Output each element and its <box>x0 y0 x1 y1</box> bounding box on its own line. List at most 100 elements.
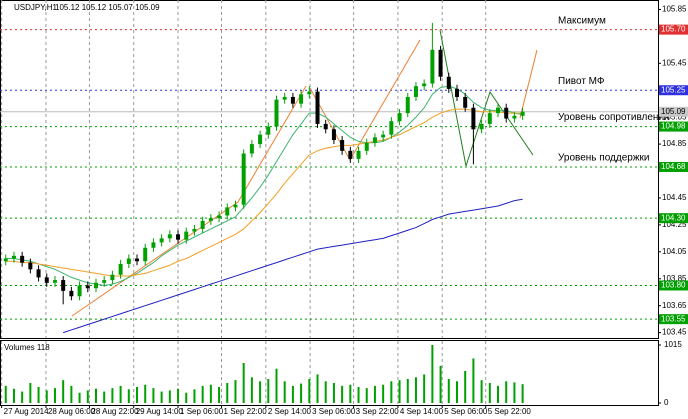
volume-bar <box>250 377 253 403</box>
volume-bar <box>62 380 65 403</box>
level-box <box>659 85 688 96</box>
candle-body <box>118 263 123 275</box>
x-tick-label: 29 Aug 14:00 <box>136 407 184 416</box>
level-box <box>659 280 688 291</box>
volume-bar <box>455 381 458 403</box>
level-text: Максимум <box>558 15 606 26</box>
candle-body <box>151 242 156 248</box>
level-price: 103.80 <box>661 281 686 290</box>
x-tick-label: 2 Sep 14:00 <box>268 407 312 416</box>
volume-bar <box>94 388 97 403</box>
candle-body <box>69 290 74 297</box>
volume-bar <box>332 383 335 403</box>
candle-body <box>167 234 172 239</box>
x-tick-label: 1 Sep 22:00 <box>224 407 268 416</box>
candle-body <box>446 76 451 89</box>
volume-bar <box>382 384 385 403</box>
volume-bar <box>218 387 221 403</box>
volume-bar <box>357 387 360 403</box>
candle-body <box>102 280 107 283</box>
candle-body <box>200 220 205 229</box>
level-text: Уровень поддержки <box>558 153 650 164</box>
candle-body <box>512 115 517 119</box>
candle-body <box>36 269 41 278</box>
candle-body <box>381 134 386 138</box>
candle-body <box>479 123 484 130</box>
volume-bar <box>45 390 48 403</box>
volume-bar <box>349 384 352 403</box>
candle-body <box>471 107 476 130</box>
volume-bar <box>177 388 180 403</box>
candle-body <box>11 255 16 259</box>
candle-body <box>487 113 492 124</box>
volume-bar <box>193 389 196 403</box>
candle-body <box>413 86 418 97</box>
x-tick-label: 5 Sep 06:00 <box>444 407 488 416</box>
x-tick-label: 28 Aug 22:00 <box>91 407 139 416</box>
candle-body <box>438 49 443 77</box>
candle-body <box>323 123 328 130</box>
candle-body <box>504 107 509 119</box>
volume-bar <box>447 379 450 403</box>
volume-bar <box>127 389 130 403</box>
volume-bar <box>497 385 500 403</box>
volume-bar <box>152 388 155 403</box>
volume-bar <box>398 380 401 403</box>
candle-body <box>315 91 320 124</box>
candle-body <box>356 150 361 159</box>
volume-bar <box>316 374 319 403</box>
candle-body <box>422 83 427 87</box>
volume-pane <box>0 340 659 406</box>
candle-body <box>61 280 66 291</box>
volume-bar <box>488 383 491 403</box>
volume-bar <box>119 385 122 403</box>
candle-body <box>135 258 140 262</box>
x-tick-label: 28 Aug 06:00 <box>48 407 96 416</box>
volume-title: Volumes 118 <box>4 343 50 352</box>
candle-body <box>3 258 8 262</box>
candle-body <box>463 96 468 108</box>
x-tick-label: 4 Sep 14:00 <box>400 407 444 416</box>
candle-body <box>176 234 181 240</box>
volume-bar <box>480 380 483 403</box>
candle-body <box>389 121 394 135</box>
candle-body <box>217 215 222 219</box>
x-tick-label: 1 Sep 06:00 <box>180 407 224 416</box>
volume-bar <box>53 388 56 403</box>
x-tick-label: 27 Aug 2014 <box>4 407 49 416</box>
candle-body <box>454 88 459 97</box>
level-price: 105.70 <box>661 25 686 34</box>
candle-body <box>52 280 57 283</box>
x-tick-label: 5 Sep 22:00 <box>488 407 532 416</box>
x-tick-label: 3 Sep 06:00 <box>312 407 356 416</box>
level-text: Пивот МФ <box>558 76 605 87</box>
y-tick-label: 104.85 <box>662 139 687 148</box>
candle-body <box>192 228 197 232</box>
y-tick-label: 103.85 <box>662 274 687 283</box>
y-tick-label: 104.05 <box>662 247 687 256</box>
volume-bar <box>472 358 475 403</box>
volume-bar <box>431 345 434 403</box>
candle-body <box>143 247 148 262</box>
level-box <box>659 314 688 325</box>
volume-bar <box>373 385 376 403</box>
y-tick-label: 105.45 <box>662 58 687 67</box>
y-tick-label: 104.25 <box>662 220 687 229</box>
last-price-box <box>659 106 688 117</box>
candle-body <box>307 91 312 95</box>
level-price: 104.68 <box>661 162 686 171</box>
level-box <box>659 24 688 35</box>
candle-body <box>44 277 49 283</box>
volume-bar <box>78 392 81 403</box>
candle-body <box>372 137 377 143</box>
candle-body <box>20 255 25 263</box>
x-tick-label: 3 Sep 22:00 <box>356 407 400 416</box>
volume-bar <box>136 387 139 403</box>
candle-body <box>266 126 271 135</box>
candle-body <box>430 49 435 84</box>
volume-bar <box>70 385 73 403</box>
volume-bar <box>103 391 106 403</box>
volume-bar <box>365 388 368 403</box>
candle-body <box>110 274 115 281</box>
